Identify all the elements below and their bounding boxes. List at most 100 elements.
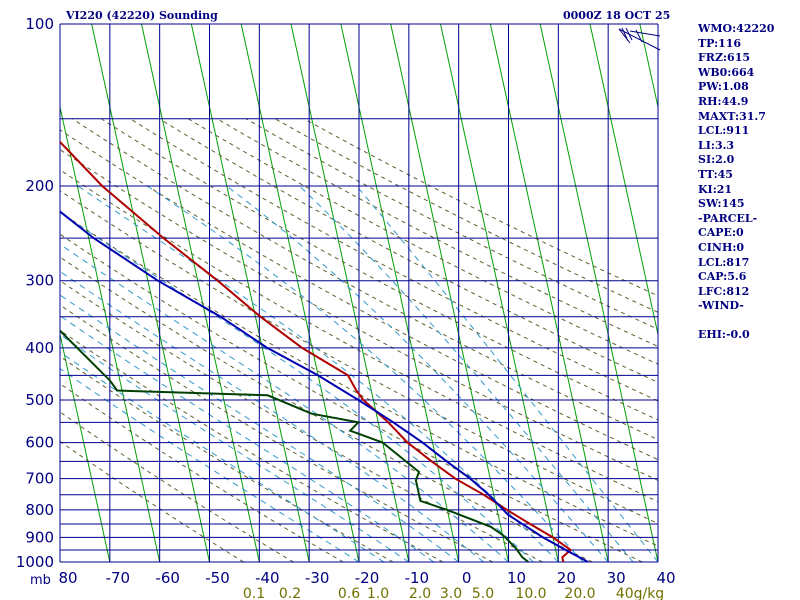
mixing-ratio-label: 1.0 <box>367 586 389 600</box>
pressure-tick-label: 300 <box>25 272 54 290</box>
mixing-ratio-label: 5.0 <box>472 586 494 600</box>
indices-panel: WMO:42220 TP:116 FRZ:615 WB0:664 PW:1.08 RH:4… <box>698 22 798 343</box>
mixing-ratio-labels: 0.1 0.2 0.6 1.0 2.0 3.0 5.0 10.0 20.0 40g/kg <box>243 586 664 600</box>
pressure-tick-label: 500 <box>25 391 54 409</box>
temperature-tick-label: -40 <box>255 569 280 587</box>
dry-adiabat-line <box>60 329 444 562</box>
pressure-tick-label: 400 <box>25 339 54 357</box>
dry-adiabat-line <box>60 304 494 562</box>
mixing-ratio-label: 20.0 <box>564 586 595 600</box>
pressure-tick-label: 700 <box>25 470 54 488</box>
index-item: -PARCEL- <box>698 211 758 225</box>
temperature-tick-label: -30 <box>305 569 330 587</box>
parcel-line <box>60 210 589 562</box>
temperature-tick-label: -10 <box>405 569 430 587</box>
index-item: CAPE:0 <box>698 226 744 240</box>
index-item: TT:45 <box>698 167 733 181</box>
index-item: LCL:817 <box>698 255 750 269</box>
moist-adiabat-line <box>77 185 559 562</box>
dry-adiabat-line <box>60 211 658 547</box>
dry-adiabat-line <box>60 169 658 503</box>
dry-adiabat-line <box>60 411 294 562</box>
dry-adiabat-line <box>100 118 658 421</box>
pressure-tick-label: 200 <box>25 177 54 195</box>
isotherm-line <box>190 24 310 562</box>
y-unit-label: mb <box>30 573 51 588</box>
isotherm-line <box>240 24 360 562</box>
index-item: WMO:42220 <box>698 22 775 35</box>
temperature-tick-label: 80 <box>58 569 77 587</box>
dry-adiabat-line <box>60 149 658 481</box>
index-item: TP:116 <box>698 36 742 50</box>
index-item: RH:44.9 <box>698 94 749 108</box>
isotherm-line <box>60 104 161 562</box>
dry-adiabat-line <box>60 280 543 562</box>
mixing-ratio-label: 40g/kg <box>616 586 664 600</box>
mixing-ratio-label: 0.1 <box>243 586 265 600</box>
index-item: LFC:812 <box>698 284 750 298</box>
mixing-ratio-label: 3.0 <box>440 586 462 600</box>
dry-adiabat-line <box>60 190 658 525</box>
mixing-ratio-label: 10.0 <box>515 586 546 600</box>
isotherm-line <box>440 24 559 562</box>
index-item: SW:145 <box>698 197 745 211</box>
dry-adiabat-line <box>60 440 244 562</box>
index-item: PW:1.08 <box>698 80 749 94</box>
temperature-tick-label: 10 <box>507 569 526 587</box>
dry-adiabat-line <box>187 118 658 365</box>
index-item: LCL:911 <box>698 124 750 138</box>
index-item: SI:2.0 <box>698 153 735 167</box>
dry-adiabat-line <box>303 118 658 297</box>
pressure-tick-label: 800 <box>25 501 54 519</box>
mixing-ratio-label: 0.6 <box>338 586 360 600</box>
dry-adiabat-line <box>158 118 658 383</box>
isotherm-line <box>60 332 111 562</box>
index-item: EHI:-0.0 <box>698 328 750 342</box>
mixing-ratio-label: 2.0 <box>409 586 431 600</box>
isotherm-line <box>589 24 658 337</box>
index-item: MAXT:31.7 <box>698 109 766 123</box>
isotherm-line <box>290 24 410 562</box>
temperature-tick-label: 20 <box>557 569 576 587</box>
pressure-tick-label: 100 <box>25 15 54 33</box>
temperature-tick-labels: 80 -70 -60 -50 -40 -30 -20 -10 0 10 20 30 40 <box>58 569 675 587</box>
index-item: -WIND- <box>698 299 744 313</box>
index-item: CAP:5.6 <box>698 270 747 284</box>
grid-lines <box>59 23 659 563</box>
moist-adiabat-line <box>60 315 435 562</box>
temperature-tick-label: 30 <box>607 569 626 587</box>
pressure-tick-label: 600 <box>25 434 54 452</box>
temperature-tick-label: -60 <box>155 569 180 587</box>
temperature-tick-label: -70 <box>106 569 131 587</box>
isotherm-line <box>340 24 460 562</box>
dry-adiabat-line <box>60 256 593 562</box>
dewpoint-line <box>60 329 530 562</box>
dry-adiabat-line <box>71 118 658 441</box>
isotherm-line <box>489 24 609 562</box>
dry-adiabat-line <box>60 355 394 562</box>
dry-adiabat-line <box>274 118 658 313</box>
index-item <box>698 314 798 329</box>
sounding-series <box>60 140 589 562</box>
index-item: FRZ:615 <box>698 51 751 65</box>
isotherm-line <box>539 24 658 562</box>
temperature-tick-label: -50 <box>205 569 230 587</box>
index-item: LI:3.3 <box>698 138 735 152</box>
dry-adiabat-lines <box>60 118 658 562</box>
station-title: VI220 (42220) Sounding <box>66 9 218 22</box>
temperature-tick-label: -20 <box>355 569 380 587</box>
wind-barb-icon <box>618 27 661 51</box>
index-item: WB0:664 <box>698 65 755 79</box>
index-item: CINH:0 <box>698 240 745 254</box>
dry-adiabat-line <box>60 233 643 562</box>
pressure-tick-label: 900 <box>25 528 54 546</box>
sounding-time: 0000Z 18 OCT 25 <box>563 9 671 22</box>
pressure-tick-labels: 100 200 300 400 500 600 700 800 900 1000 <box>16 15 54 571</box>
isotherm-line <box>390 24 509 562</box>
index-item: KI:21 <box>698 182 733 196</box>
temperature-tick-label: 0 <box>462 569 472 587</box>
mixing-ratio-label: 0.2 <box>279 586 301 600</box>
temperature-tick-label: 40 <box>656 569 675 587</box>
pressure-tick-label: 1000 <box>16 553 54 571</box>
